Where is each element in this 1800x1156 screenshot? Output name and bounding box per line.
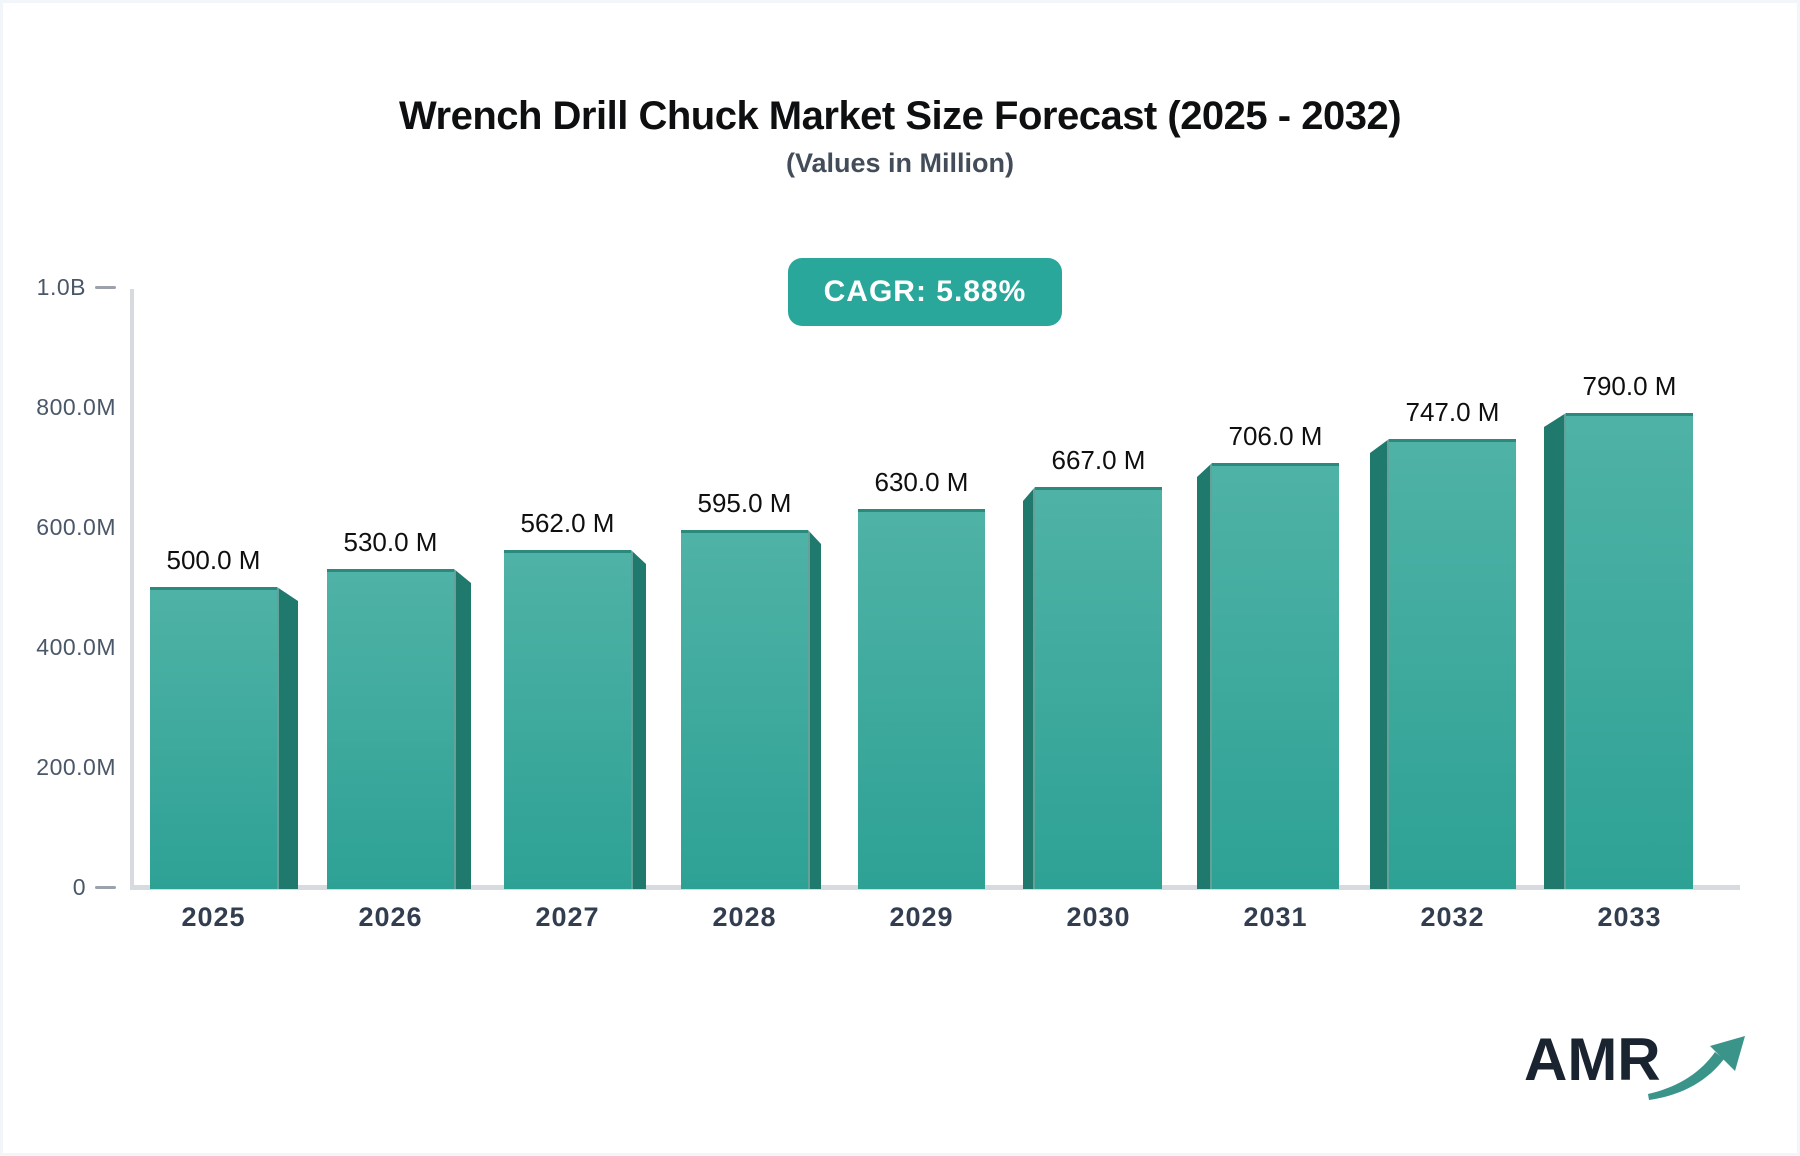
value-label-2033: 790.0 M xyxy=(1582,371,1677,401)
y-axis-label: 200.0M xyxy=(36,753,116,780)
y-axis-label: 600.0M xyxy=(36,513,116,540)
y-axis-label: 400.0M xyxy=(36,633,116,660)
chart-title: Wrench Drill Chuck Market Size Forecast … xyxy=(398,94,1402,138)
bar-side-2025 xyxy=(277,587,298,889)
y-axis-label: 1.0B xyxy=(36,273,86,300)
x-axis-label-2031: 2031 xyxy=(1243,902,1308,932)
y-axis-tick-row: 200.0M xyxy=(0,751,129,783)
bar-2032 xyxy=(1389,439,1516,889)
x-axis-label-2026: 2026 xyxy=(358,902,423,932)
amr-logo-text: AMR xyxy=(1524,1026,1661,1093)
amr-logo: AMR xyxy=(1524,1028,1749,1108)
x-axis-label-2033: 2033 xyxy=(1597,902,1662,932)
bar-2026 xyxy=(327,569,454,889)
bar-2025 xyxy=(150,587,277,889)
bar-2031 xyxy=(1212,463,1339,889)
value-label-2027: 562.0 M xyxy=(520,508,615,538)
cagr-badge: CAGR: 5.88% xyxy=(788,258,1062,326)
bar-2028 xyxy=(681,530,808,889)
x-axis-label-2029: 2029 xyxy=(889,902,954,932)
value-label-2025: 500.0 M xyxy=(166,545,261,575)
bar-2033 xyxy=(1566,413,1693,889)
bar-2027 xyxy=(504,550,631,889)
value-label-2032: 747.0 M xyxy=(1405,397,1500,427)
x-axis-label-2030: 2030 xyxy=(1066,902,1131,932)
y-axis-label: 0 xyxy=(72,873,86,900)
bar-side-2027 xyxy=(631,550,646,889)
value-label-2031: 706.0 M xyxy=(1228,421,1323,451)
bar-2029 xyxy=(858,509,985,889)
x-axis-label-2032: 2032 xyxy=(1420,902,1485,932)
bar-side-2026 xyxy=(454,569,471,889)
y-axis-tick-row: 0 xyxy=(0,871,116,903)
bar-2030 xyxy=(1035,487,1162,889)
y-axis-tick-dash xyxy=(95,885,116,889)
value-label-2029: 630.0 M xyxy=(874,467,969,497)
x-axis-label-2028: 2028 xyxy=(712,902,777,932)
value-label-2026: 530.0 M xyxy=(343,527,438,557)
y-axis-tick-row: 400.0M xyxy=(0,631,129,663)
bar-side-2030 xyxy=(1023,487,1035,889)
bar-side-2033 xyxy=(1544,413,1566,889)
value-label-2030: 667.0 M xyxy=(1051,445,1146,475)
bar-side-2031 xyxy=(1197,463,1212,889)
y-axis-tick-row: 800.0M xyxy=(0,391,129,423)
y-axis-tick-row: 600.0M xyxy=(0,511,129,543)
value-label-2028: 595.0 M xyxy=(697,488,792,518)
y-axis-tick-row: 1.0B xyxy=(0,271,116,303)
y-axis-tick-dash xyxy=(95,285,116,289)
chart-subtitle: (Values in Million) xyxy=(785,148,1015,178)
x-axis-label-2027: 2027 xyxy=(535,902,600,932)
bar-side-2028 xyxy=(808,530,821,889)
y-axis-line xyxy=(130,289,134,889)
cagr-badge-label: CAGR: 5.88% xyxy=(823,275,1027,308)
bar-side-2032 xyxy=(1370,439,1389,889)
y-axis-label: 800.0M xyxy=(36,393,116,420)
growth-arrow-icon xyxy=(1647,1036,1745,1100)
x-axis-label-2025: 2025 xyxy=(181,902,246,932)
